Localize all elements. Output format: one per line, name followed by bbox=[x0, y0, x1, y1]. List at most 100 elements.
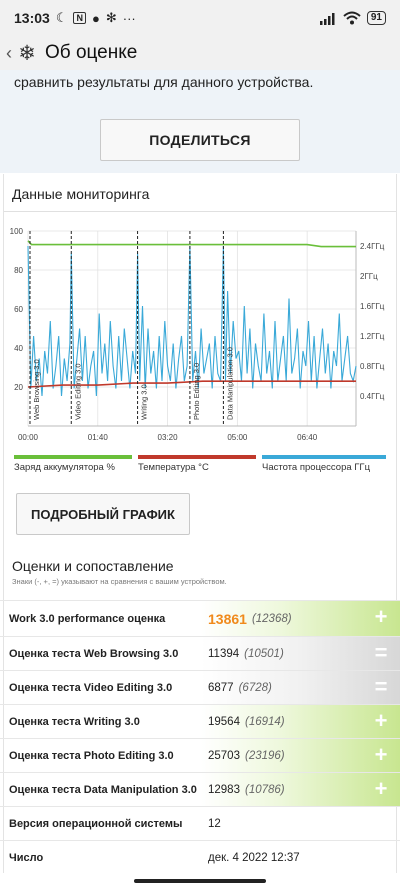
signal-icon bbox=[319, 12, 335, 25]
chart-legend: Заряд аккумулятора % Температура °C Част… bbox=[12, 455, 392, 485]
plus-icon: + bbox=[374, 604, 388, 629]
row-label: Оценка теста Video Editing 3.0 bbox=[9, 681, 173, 694]
row-label: Оценка теста Photo Editing 3.0 bbox=[9, 749, 174, 762]
y-right-tick: 1.6ГГц bbox=[360, 302, 385, 311]
x-tick: 01:40 bbox=[88, 433, 109, 442]
equal-icon: = bbox=[374, 674, 388, 699]
app-bar: ‹ ❄ Об оценке bbox=[0, 36, 400, 70]
y-right-tick: 2ГГц bbox=[360, 272, 378, 281]
reference-score: (10786) bbox=[244, 783, 285, 796]
row-value-cell: 11394 (10501) = bbox=[201, 637, 400, 670]
y-right-tick: 0.4ГГц bbox=[360, 392, 385, 401]
snowflake-icon: ❄ bbox=[18, 41, 36, 65]
series-line-1 bbox=[27, 380, 356, 388]
reference-score: (6728) bbox=[238, 681, 272, 694]
table-row: Work 3.0 performance оценка 13861 (12368) + bbox=[0, 600, 400, 636]
nfc-icon: N bbox=[73, 12, 86, 24]
y-left-tick: 60 bbox=[14, 305, 23, 314]
table-row: Оценка теста Photo Editing 3.0 25703 (2319… bbox=[0, 738, 400, 772]
x-tick: 05:00 bbox=[227, 433, 248, 442]
legend-item-cpu: Частота процессора ГГц bbox=[262, 455, 386, 473]
reference-score: (10501) bbox=[244, 647, 284, 660]
score-value: 11394 bbox=[208, 647, 240, 660]
intro-section: сравнить результаты для данного устройст… bbox=[0, 70, 400, 173]
page-title: Об оценке bbox=[45, 42, 138, 63]
legend-swatch-cpu bbox=[262, 455, 386, 459]
legend-item-temperature: Температура °C bbox=[138, 455, 256, 473]
monitoring-card: Данные мониторинга 20 40 60 80 100 0.4ГГц 0.8Г… bbox=[3, 174, 397, 889]
row-value-cell: 13861 (12368) + bbox=[201, 601, 400, 636]
y-left-tick: 100 bbox=[10, 227, 24, 236]
legend-swatch-battery bbox=[14, 455, 132, 459]
y-right-tick: 0.8ГГц bbox=[360, 362, 385, 371]
plus-icon: + bbox=[374, 742, 388, 767]
row-label: Work 3.0 performance оценка bbox=[9, 612, 166, 625]
divider bbox=[4, 211, 396, 212]
score-value: дек. 4 2022 12:37 bbox=[208, 851, 300, 864]
y-left-tick: 80 bbox=[14, 266, 23, 275]
status-time: 13:03 bbox=[14, 10, 50, 26]
row-value-cell: 12983 (10786) + bbox=[201, 773, 400, 806]
reference-score: (23196) bbox=[244, 749, 285, 762]
monitoring-chart: 20 40 60 80 100 0.4ГГц 0.8ГГц 1.2ГГц 1.6ГГц 2ГГц 2… bbox=[10, 227, 385, 442]
series-line-2 bbox=[27, 245, 357, 397]
test-marker-label: Video Editing 3.0 bbox=[73, 363, 82, 420]
table-row: Число дек. 4 2022 12:37 bbox=[0, 840, 400, 874]
legend-label-battery: Заряд аккумулятора % bbox=[14, 462, 115, 473]
table-row: Оценка теста Video Editing 3.0 6877 (6728)… bbox=[0, 670, 400, 704]
row-label: Версия операционной системы bbox=[9, 817, 183, 830]
score-value: 25703 bbox=[208, 749, 240, 762]
x-tick: 00:00 bbox=[18, 433, 39, 442]
monitoring-title: Данные мониторинга bbox=[12, 186, 150, 202]
y-left-tick: 20 bbox=[14, 383, 23, 392]
reference-score: (16914) bbox=[244, 715, 285, 728]
navigation-bar bbox=[0, 873, 400, 889]
score-value: 6877 bbox=[208, 681, 234, 694]
score-value: 19564 bbox=[208, 715, 240, 728]
x-tick: 06:40 bbox=[297, 433, 318, 442]
home-indicator[interactable] bbox=[134, 879, 266, 883]
share-button[interactable]: ПОДЕЛИТЬСЯ bbox=[100, 119, 300, 161]
detailed-chart-button[interactable]: ПОДРОБНЫЙ ГРАФИК bbox=[16, 493, 190, 535]
legend-label-temperature: Температура °C bbox=[138, 462, 209, 473]
legend-swatch-temperature bbox=[138, 455, 256, 459]
test-marker-label: Data Manipulation 3.0 bbox=[225, 347, 234, 420]
plus-icon: + bbox=[374, 776, 388, 801]
gear-icon: ✻ bbox=[105, 10, 117, 25]
wifi-icon bbox=[343, 11, 361, 25]
row-value-cell: 19564 (16914) + bbox=[201, 705, 400, 738]
table-row: Оценка теста Writing 3.0 19564 (16914) + bbox=[0, 704, 400, 738]
legend-label-cpu: Частота процессора ГГц bbox=[262, 462, 371, 473]
equal-icon: = bbox=[374, 640, 388, 665]
dots-icon: ··· bbox=[122, 10, 136, 26]
test-marker-label: Photo Editing 3.0 bbox=[192, 363, 201, 420]
scores-subtitle: Знаки (-, +, =) указывают на сравнения с… bbox=[12, 577, 227, 586]
moon-icon: ☾ bbox=[55, 10, 68, 25]
score-value: 12 bbox=[208, 817, 221, 830]
row-value-cell: 6877 (6728) = bbox=[201, 671, 400, 704]
apple-icon: ● bbox=[91, 10, 100, 26]
chevron-left-icon[interactable]: ‹ bbox=[6, 42, 12, 63]
plus-icon: + bbox=[374, 708, 388, 733]
score-value: 13861 bbox=[208, 610, 247, 627]
row-value-cell: 25703 (23196) + bbox=[201, 739, 400, 772]
x-tick: 03:20 bbox=[158, 433, 179, 442]
status-bar: 13:03 ☾ N ● ✻ ··· 91 bbox=[0, 0, 400, 36]
test-marker-label: Writing 3.0 bbox=[140, 384, 149, 420]
reference-score: (12368) bbox=[251, 612, 292, 625]
row-value-cell: 12 bbox=[201, 807, 400, 840]
row-label: Оценка теста Writing 3.0 bbox=[9, 715, 140, 728]
table-row: Оценка теста Web Browsing 3.0 11394 (10501… bbox=[0, 636, 400, 670]
row-label: Оценка теста Data Manipulation 3.0 bbox=[9, 783, 197, 796]
y-left-tick: 40 bbox=[14, 344, 23, 353]
y-right-tick: 2.4ГГц bbox=[360, 242, 385, 251]
scores-title: Оценки и сопоставление bbox=[12, 558, 174, 574]
row-label: Оценка теста Web Browsing 3.0 bbox=[9, 647, 179, 660]
battery-icon: 91 bbox=[366, 11, 386, 25]
table-row: Оценка теста Data Manipulation 3.0 12983 (… bbox=[0, 772, 400, 806]
table-row: Версия операционной системы 12 bbox=[0, 806, 400, 840]
test-marker-label: Web Browsing 3.0 bbox=[32, 359, 41, 420]
scores-table: Work 3.0 performance оценка 13861 (12368) +… bbox=[0, 600, 400, 874]
intro-text: сравнить результаты для данного устройст… bbox=[14, 74, 314, 90]
y-right-tick: 1.2ГГц bbox=[360, 332, 385, 341]
